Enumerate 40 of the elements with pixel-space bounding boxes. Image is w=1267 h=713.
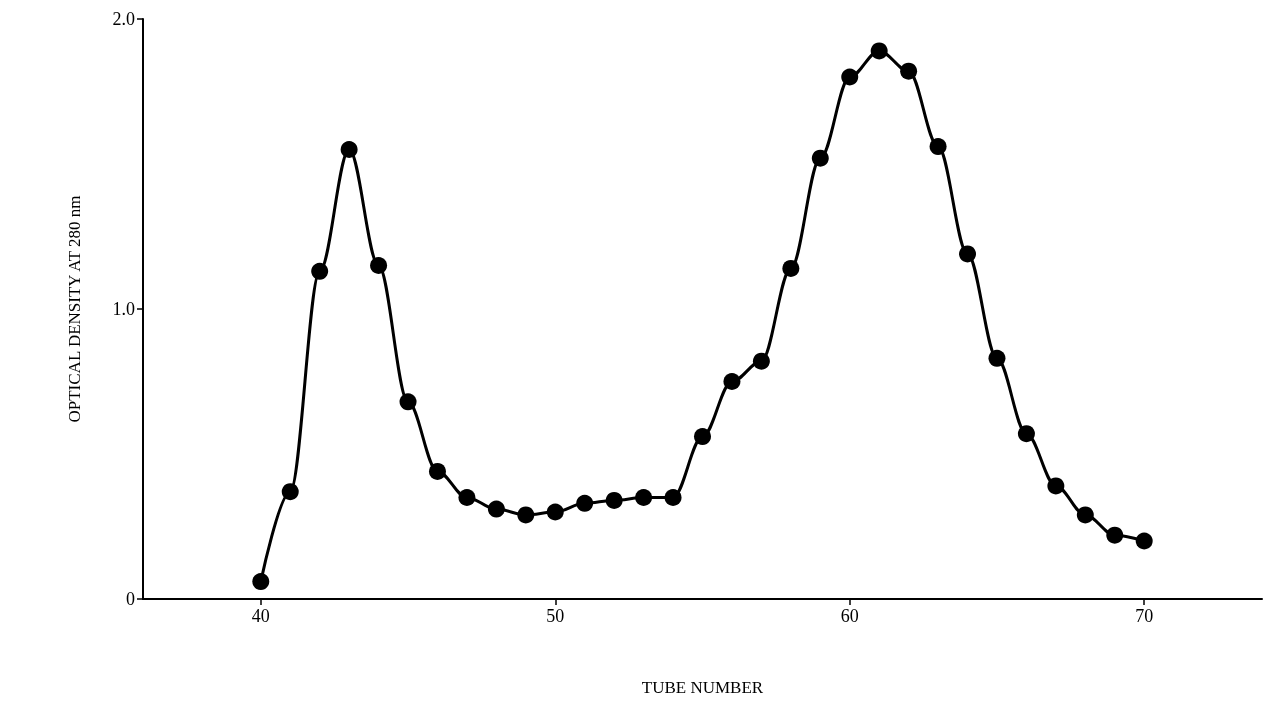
point bbox=[428, 462, 446, 480]
point bbox=[782, 259, 800, 277]
x-tick-label: 40 bbox=[251, 606, 270, 626]
point bbox=[1135, 532, 1153, 550]
x-tick-label: 50 bbox=[546, 606, 565, 626]
point bbox=[1017, 425, 1035, 443]
point bbox=[900, 62, 918, 80]
point bbox=[988, 349, 1006, 367]
point bbox=[1047, 477, 1065, 495]
x-tick-label: 60 bbox=[840, 606, 859, 626]
point bbox=[841, 68, 859, 86]
point bbox=[252, 573, 270, 591]
point bbox=[546, 503, 564, 521]
point bbox=[959, 245, 977, 263]
y-axis-title: OPTICAL DENSITY AT 280 nm bbox=[65, 195, 84, 423]
point bbox=[811, 149, 829, 167]
point bbox=[694, 428, 711, 446]
point bbox=[929, 138, 947, 156]
point bbox=[458, 489, 476, 506]
point bbox=[723, 373, 741, 390]
point bbox=[664, 489, 682, 506]
point bbox=[281, 483, 299, 501]
y-tick-label: 1.0 bbox=[112, 299, 135, 319]
point bbox=[870, 42, 888, 60]
point bbox=[1076, 506, 1094, 524]
point bbox=[1106, 526, 1124, 544]
x-axis-title: TUBE NUMBER bbox=[641, 678, 764, 697]
y-tick-label: 2.0 bbox=[112, 9, 135, 29]
point bbox=[340, 141, 358, 158]
x-tick-label: 70 bbox=[1135, 606, 1154, 626]
point bbox=[576, 494, 594, 512]
point bbox=[752, 352, 770, 370]
point bbox=[635, 489, 653, 506]
point bbox=[517, 506, 535, 524]
point bbox=[487, 500, 505, 518]
point bbox=[399, 393, 417, 411]
point bbox=[311, 262, 329, 280]
point bbox=[605, 491, 623, 509]
y-tick-label: 0 bbox=[126, 589, 135, 609]
point bbox=[370, 257, 388, 274]
